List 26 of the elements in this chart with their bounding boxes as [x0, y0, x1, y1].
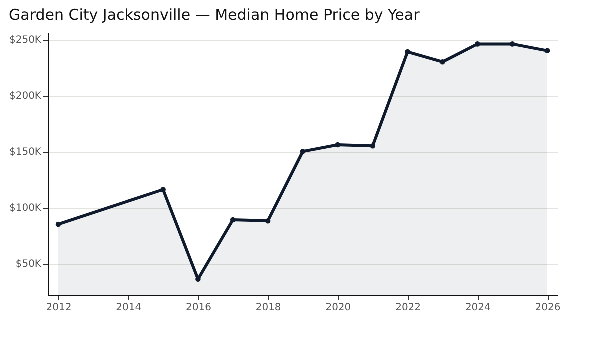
- point: [160, 187, 166, 192]
- x-tick-label: 2016: [186, 302, 212, 314]
- x-tick-label: 2022: [396, 302, 422, 314]
- x-tick-label: 2024: [465, 302, 491, 314]
- point: [475, 42, 480, 47]
- x-tick-label: 2018: [256, 302, 282, 314]
- chart-title: Garden City Jacksonville — Median Home Price by Year: [8, 6, 421, 24]
- point: [510, 42, 516, 47]
- x-tick-label: 2014: [116, 302, 142, 314]
- point: [370, 143, 376, 149]
- x-tick-label: 2012: [46, 302, 72, 314]
- x-tick-label: 2026: [535, 302, 561, 314]
- y-tick-label: $50K: [16, 259, 42, 270]
- point: [265, 218, 271, 224]
- point: [440, 59, 446, 65]
- point: [335, 142, 341, 148]
- point: [230, 217, 236, 223]
- y-tick-label: $200K: [9, 91, 42, 102]
- point: [405, 49, 410, 55]
- y-tick-label: $150K: [9, 147, 42, 158]
- y-tick-label: $250K: [9, 35, 42, 46]
- x-tick-label: 2020: [326, 302, 352, 314]
- point: [544, 48, 550, 54]
- point: [56, 222, 62, 228]
- point: [300, 149, 306, 154]
- y-tick-label: $100K: [9, 203, 42, 214]
